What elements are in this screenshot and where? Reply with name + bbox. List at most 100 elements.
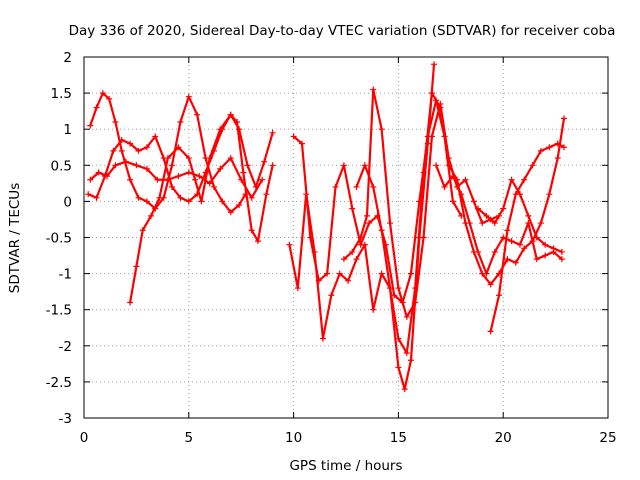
data-point-marker (185, 93, 192, 100)
data-point-marker (127, 176, 134, 183)
data-point-marker (133, 162, 140, 169)
data-point-marker (407, 270, 414, 277)
data-point-marker (387, 285, 394, 292)
data-point-marker (177, 118, 184, 125)
satellite-track-4 (127, 111, 276, 306)
data-point-marker (112, 118, 119, 125)
data-point-marker (542, 241, 549, 248)
data-point-marker (370, 86, 377, 93)
data-point-marker (353, 256, 360, 263)
data-series (85, 61, 567, 393)
data-point-marker (248, 227, 255, 234)
x-tick-label: 20 (495, 430, 512, 446)
data-point-marker (196, 173, 203, 180)
data-point-marker (363, 212, 370, 219)
data-point-marker (361, 162, 368, 169)
data-point-marker (395, 364, 402, 371)
satellite-track-11 (475, 176, 565, 255)
y-tick-label: -3 (59, 411, 72, 427)
data-point-marker (361, 241, 368, 248)
data-point-marker (234, 118, 241, 125)
data-point-marker (164, 155, 171, 162)
data-point-marker (521, 176, 528, 183)
data-point-marker (227, 209, 234, 216)
data-point-marker (500, 205, 507, 212)
data-point-marker (542, 252, 549, 259)
data-point-marker (143, 144, 150, 151)
data-point-marker (554, 140, 561, 147)
data-point-marker (403, 313, 410, 320)
data-point-marker (550, 245, 557, 252)
y-tick-label: 0.5 (51, 158, 72, 174)
data-point-marker (475, 205, 482, 212)
data-point-marker (185, 198, 192, 205)
data-point-marker (217, 126, 224, 133)
x-tick-label: 5 (185, 430, 194, 446)
data-point-marker (175, 173, 182, 180)
data-point-marker (93, 194, 100, 201)
data-point-marker (508, 176, 515, 183)
data-point-marker (496, 292, 503, 299)
data-point-marker (470, 198, 477, 205)
data-point-marker (332, 183, 339, 190)
data-point-marker (127, 140, 134, 147)
data-point-marker (479, 220, 486, 227)
data-point-marker (93, 104, 100, 111)
data-point-marker (533, 256, 540, 263)
data-point-marker (118, 137, 125, 144)
x-axis-label: GPS time / hours (289, 458, 402, 474)
data-point-marker (206, 155, 213, 162)
data-point-marker (169, 183, 176, 190)
data-point-marker (403, 350, 410, 357)
data-point-marker (525, 212, 532, 219)
data-point-marker (175, 144, 182, 151)
data-point-marker (558, 248, 565, 255)
data-point-marker (152, 133, 159, 140)
data-point-marker (560, 144, 567, 151)
data-point-marker (537, 220, 544, 227)
satellite-track-6 (286, 61, 438, 393)
data-point-marker (353, 183, 360, 190)
data-point-marker (101, 173, 108, 180)
data-point-marker (127, 299, 134, 306)
data-point-marker (219, 198, 226, 205)
data-point-marker (303, 191, 310, 198)
satellite-track-9 (433, 162, 565, 277)
data-point-marker (227, 111, 234, 118)
data-point-marker (290, 133, 297, 140)
data-point-marker (156, 194, 163, 201)
data-point-marker (269, 162, 276, 169)
data-point-marker (298, 140, 305, 147)
data-point-marker (546, 144, 553, 151)
data-point-marker (387, 220, 394, 227)
data-point-marker (554, 155, 561, 162)
data-point-marker (311, 248, 318, 255)
data-point-marker (512, 259, 519, 266)
y-tick-label: -2 (59, 339, 72, 355)
data-point-marker (319, 335, 326, 342)
y-tick-label: 0 (63, 194, 72, 210)
data-point-marker (192, 176, 199, 183)
data-point-marker (194, 111, 201, 118)
data-point-marker (378, 126, 385, 133)
data-point-marker (110, 147, 117, 154)
data-point-marker (106, 95, 113, 102)
data-point-marker (420, 234, 427, 241)
data-point-marker (340, 256, 347, 263)
data-point-marker (135, 147, 142, 154)
data-point-marker (537, 147, 544, 154)
gridlines (84, 57, 608, 418)
data-point-marker (294, 285, 301, 292)
x-tick-label: 10 (285, 430, 302, 446)
data-point-marker (437, 104, 444, 111)
data-point-marker (508, 238, 515, 245)
data-point-marker (529, 162, 536, 169)
data-point-marker (238, 176, 245, 183)
data-point-marker (466, 220, 473, 227)
data-point-marker (206, 180, 213, 187)
data-point-marker (433, 162, 440, 169)
data-point-marker (185, 155, 192, 162)
y-axis-label: SDTVAR / TECUs (7, 183, 23, 293)
plot-frame (83, 56, 609, 419)
data-point-marker (85, 191, 92, 198)
